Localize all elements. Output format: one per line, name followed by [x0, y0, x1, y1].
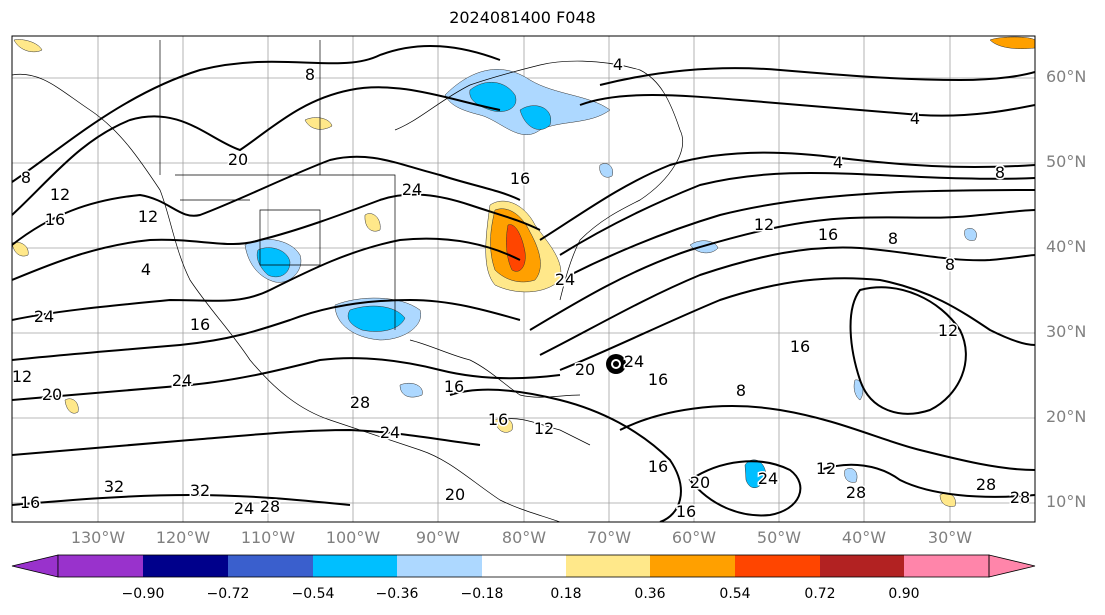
lat-label-60n: 60°N [1046, 67, 1087, 86]
lon-label-90w: 90°W [415, 528, 461, 547]
lon-label-40w: 40°W [841, 528, 887, 547]
contour-label: 16 [45, 210, 65, 229]
lat-label-30n: 30°N [1046, 322, 1087, 341]
colorbar-segment [397, 555, 482, 577]
lat-label-50n: 50°N [1046, 152, 1087, 171]
contour-label: 24 [624, 352, 644, 371]
colorbar-tick: 0.72 [804, 586, 836, 602]
contour-label: 16 [818, 225, 838, 244]
contour-label: 20 [445, 485, 465, 504]
lon-label-130w: 130°W [70, 528, 126, 547]
contour-label: 4 [613, 55, 623, 74]
contour-label: 16 [20, 493, 40, 512]
contour-label: 16 [790, 337, 810, 356]
contour-label: 8 [305, 65, 315, 84]
colorbar-segment [482, 555, 566, 577]
contour-label: 12 [754, 215, 774, 234]
colorbar-tick: 0.54 [719, 586, 751, 602]
contour-label: 24 [380, 423, 400, 442]
contour-label: 8 [888, 229, 898, 248]
contour-label: 8 [736, 381, 746, 400]
contour-label: 12 [138, 207, 158, 226]
contour-label: 12 [938, 321, 958, 340]
colorbar-segment [11, 554, 59, 578]
colorbar-segment [313, 555, 397, 577]
contour-label: 4 [833, 153, 843, 172]
colorbar-segment [820, 555, 904, 577]
colorbar-tick: −0.36 [375, 586, 419, 602]
lon-label-120w: 120°W [155, 528, 211, 547]
colorbar-tick: 0.36 [634, 586, 666, 602]
contour-label: 28 [1010, 488, 1030, 507]
contour-label: 8 [945, 255, 955, 274]
colorbar-segment [904, 555, 989, 577]
contour-label: 20 [42, 385, 62, 404]
contour-lines [12, 44, 1035, 522]
contour-label: 4 [910, 109, 920, 128]
contour-label: 24 [234, 499, 254, 518]
contour-label: 16 [648, 457, 668, 476]
contour-label: 12 [50, 185, 70, 204]
colorbar-segment [228, 555, 313, 577]
lon-label-80w: 80°W [501, 528, 547, 547]
contour-label: 24 [34, 307, 54, 326]
contour-label: 12 [12, 367, 32, 386]
contour-label: 20 [228, 150, 248, 169]
contour-label: 24 [555, 270, 575, 289]
lat-label-20n: 20°N [1046, 407, 1087, 426]
colorbar [11, 554, 1036, 578]
contour-label: 32 [104, 477, 124, 496]
colorbar-segment [143, 555, 228, 577]
colorbar-segment [566, 555, 650, 577]
colorbar-tick: 0.90 [888, 586, 920, 602]
shaded-anomalies [12, 36, 1035, 507]
contour-label: 4 [141, 260, 151, 279]
lon-label-50w: 50°W [756, 528, 802, 547]
lon-label-30w: 30°W [927, 528, 973, 547]
contour-label: 32 [190, 481, 210, 500]
contour-label: 28 [260, 497, 280, 516]
contour-label: 20 [690, 473, 710, 492]
contour-label: 24 [402, 180, 422, 199]
colorbar-tick: −0.72 [206, 586, 250, 602]
colorbar-segment [988, 554, 1036, 578]
colorbar-segment [58, 555, 143, 577]
lat-label-10n: 10°N [1046, 492, 1087, 511]
contour-label: 12 [534, 419, 554, 438]
contour-label: 16 [488, 410, 508, 429]
colorbar-segment [650, 555, 735, 577]
lat-label-40n: 40°N [1046, 237, 1087, 256]
contour-label: 24 [758, 469, 778, 488]
lon-label-110w: 110°W [240, 528, 296, 547]
contour-label: 28 [976, 475, 996, 494]
colorbar-tick: −0.90 [121, 586, 165, 602]
map-title: 2024081400 F048 [449, 8, 596, 27]
contour-label: 24 [172, 371, 192, 390]
contour-label: 20 [575, 360, 595, 379]
lon-label-100w: 100°W [325, 528, 381, 547]
contour-label: 16 [510, 169, 530, 188]
contour-label: 28 [846, 483, 866, 502]
colorbar-segment [735, 555, 820, 577]
colorbar-tick: −0.54 [291, 586, 335, 602]
contour-label: 28 [350, 393, 370, 412]
contour-label: 16 [676, 502, 696, 521]
contour-label: 12 [816, 459, 836, 478]
colorbar-tick: 0.18 [550, 586, 582, 602]
hurricane-symbol [606, 354, 626, 374]
colorbar-tick: −0.18 [460, 586, 504, 602]
lon-label-70w: 70°W [586, 528, 632, 547]
contour-label: 16 [444, 377, 464, 396]
contour-label: 16 [648, 370, 668, 389]
lon-label-60w: 60°W [671, 528, 717, 547]
contour-label: 16 [190, 315, 210, 334]
contour-label: 8 [995, 163, 1005, 182]
contour-label: 8 [21, 168, 31, 187]
